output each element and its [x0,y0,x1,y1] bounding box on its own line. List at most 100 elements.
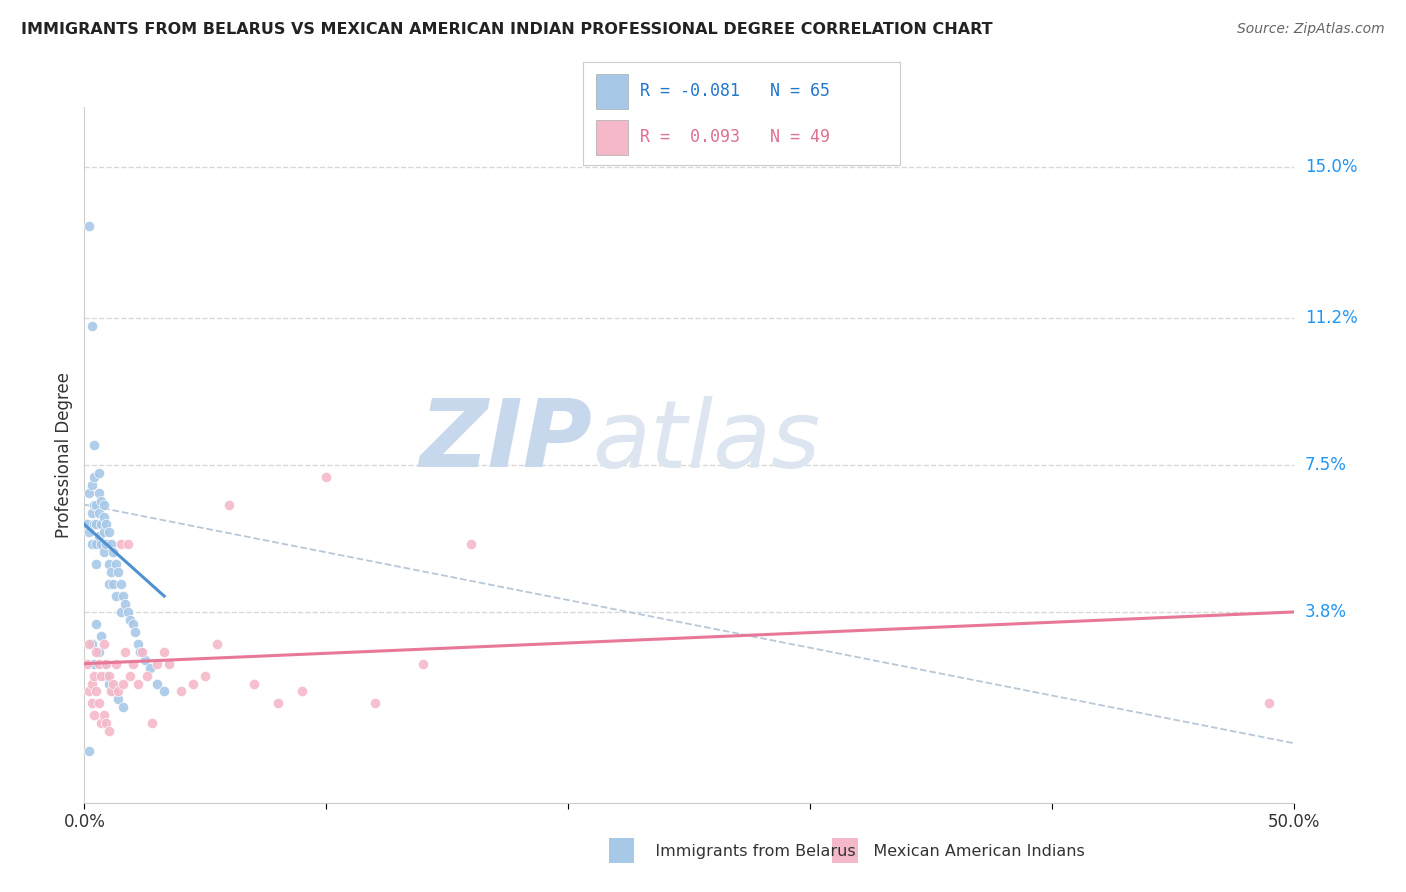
Text: 3.8%: 3.8% [1305,603,1347,621]
Point [194,668,217,682]
Point [146,657,169,671]
Point [127,637,149,651]
Point [157,657,180,671]
Point [77,525,100,540]
Point [86,616,108,631]
Point [80,318,103,333]
Point [93,498,115,512]
Point [83,470,105,484]
Point [80,477,103,491]
Point [77,219,100,234]
Point [112,589,135,603]
Point [90,716,112,731]
Text: 7.5%: 7.5% [1305,456,1347,474]
Point [242,676,264,690]
Point [86,537,108,551]
Point [207,637,229,651]
Point [120,613,142,627]
Point [218,498,240,512]
Point [76,657,98,671]
Point [80,537,103,551]
Point [77,485,100,500]
Point [124,624,146,639]
Point [107,692,129,706]
Point [83,517,105,532]
Point [87,657,110,671]
Point [1258,697,1281,711]
Point [141,716,163,731]
Point [363,697,385,711]
Point [112,676,135,690]
Point [83,657,105,671]
Point [87,506,110,520]
Text: Immigrants from Belarus: Immigrants from Belarus [640,845,855,859]
Point [94,517,117,532]
Point [104,558,127,572]
Point [77,637,100,651]
Point [315,470,337,484]
Point [97,668,120,682]
Point [76,517,98,532]
Point [100,684,122,698]
Point [86,498,108,512]
Point [153,645,176,659]
Point [83,708,105,723]
Text: 15.0%: 15.0% [1305,158,1357,176]
Point [97,676,120,690]
Point [121,616,143,631]
Point [134,653,156,667]
Point [90,668,112,682]
Point [97,577,120,591]
Point [136,668,159,682]
Point [80,506,103,520]
Text: R = -0.081   N = 65: R = -0.081 N = 65 [641,82,831,100]
Point [97,558,120,572]
Point [93,657,115,671]
Point [131,645,153,659]
Point [110,605,132,619]
Point [93,525,115,540]
Point [267,697,290,711]
Point [93,509,115,524]
Point [77,684,100,698]
Point [77,744,100,758]
Bar [596,74,627,109]
Point [87,485,110,500]
Text: ZIP: ZIP [419,395,592,487]
Point [104,657,127,671]
Point [110,537,132,551]
Point [93,545,115,559]
Point [90,629,112,643]
Point [291,684,314,698]
Point [90,537,112,551]
Point [83,438,105,452]
Point [117,537,139,551]
Point [153,684,176,698]
Point [104,589,127,603]
Point [170,684,193,698]
Point [120,668,142,682]
Point [80,637,103,651]
Point [80,697,103,711]
Point [87,697,110,711]
Text: R =  0.093   N = 49: R = 0.093 N = 49 [641,128,831,146]
Point [83,498,105,512]
Point [412,657,434,671]
Point [103,676,125,690]
Point [94,668,117,682]
Point [100,565,122,579]
Point [86,684,108,698]
Point [94,657,117,671]
Point [181,676,204,690]
Point [86,558,108,572]
Point [87,466,110,480]
Point [103,545,125,559]
Point [87,645,110,659]
Point [460,537,482,551]
Point [97,525,120,540]
Point [129,645,152,659]
Point [97,724,120,739]
Point [110,577,132,591]
Point [103,684,125,698]
Point [94,716,117,731]
